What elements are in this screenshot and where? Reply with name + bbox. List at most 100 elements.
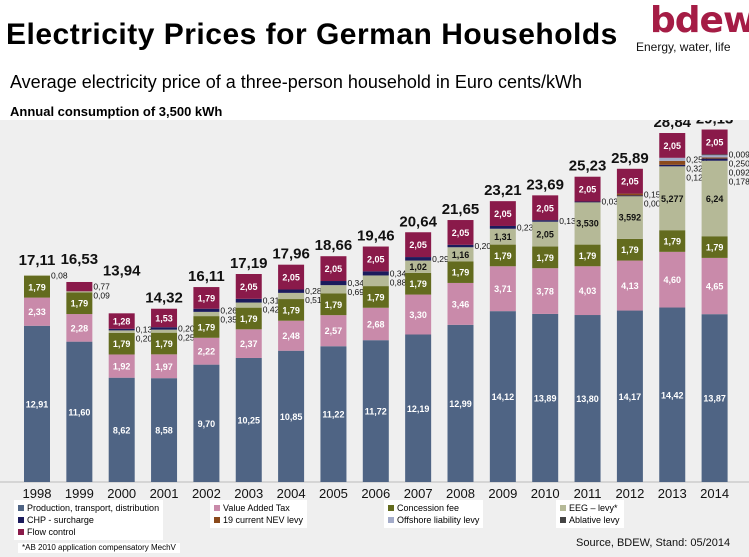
bar-segment	[616, 310, 643, 482]
bar-segment	[532, 195, 559, 221]
data-label: 12,99	[449, 399, 472, 409]
bar-segment	[320, 285, 347, 294]
data-label: 4,65	[706, 282, 724, 292]
bar-segment	[574, 201, 601, 245]
data-label: 1,92	[113, 362, 131, 372]
bar-segment	[405, 334, 432, 482]
side-data-label: 0,002	[644, 199, 666, 209]
bar-segment	[362, 307, 389, 341]
bar-segment	[659, 251, 686, 308]
legend-item: CHP - surcharge	[18, 514, 159, 526]
data-label: 2,68	[367, 319, 385, 329]
data-label: 2,05	[663, 141, 681, 151]
data-label: 1,79	[409, 279, 427, 289]
data-label: 12,91	[26, 399, 49, 409]
x-tick-label: 2008	[446, 486, 475, 501]
bar-segment	[362, 275, 389, 287]
side-data-label: 0,03	[602, 197, 619, 207]
data-label: 14,17	[619, 392, 642, 402]
data-label: 10,25	[237, 415, 260, 425]
data-label: 1,79	[536, 253, 554, 263]
bar-segment	[320, 281, 347, 286]
data-label: 1,79	[198, 322, 216, 332]
data-label: 1,79	[198, 293, 216, 303]
tagline: Energy, water, life	[636, 40, 731, 54]
plot-area: 12,91 2,33 1,79 0,08 17,11 1998 11,60 2,28 1,79 0…	[0, 120, 749, 557]
data-label: 2,05	[536, 230, 554, 240]
side-data-label: 0,51	[305, 295, 322, 305]
bar-segment	[193, 364, 220, 482]
bar-segment	[278, 264, 305, 290]
legend-label: Concession fee	[397, 503, 460, 513]
side-data-label: 0,31	[263, 296, 280, 306]
bar-segment	[362, 271, 389, 276]
data-label: 3,30	[409, 310, 427, 320]
bar-segment	[659, 157, 686, 161]
bar-segment	[108, 330, 135, 333]
data-label: 3,78	[536, 287, 554, 297]
data-label: 2,05	[325, 264, 343, 274]
bar-segment	[151, 327, 178, 330]
side-data-label: 0,88	[390, 277, 407, 287]
data-label: 9,70	[198, 419, 216, 429]
bar-segment	[489, 225, 516, 229]
bar-segment	[151, 332, 178, 355]
bar-segment	[616, 168, 643, 194]
bar-segment	[447, 261, 474, 283]
x-tick-label: 2013	[658, 486, 687, 501]
bar-segment	[66, 341, 93, 482]
bar-segment	[24, 297, 50, 326]
x-tick-label: 2005	[319, 486, 348, 501]
bar-segment	[489, 266, 516, 312]
data-label: 2,33	[28, 307, 46, 317]
data-label: 2,05	[706, 137, 724, 147]
bar-segment	[574, 176, 601, 202]
bar-segment	[151, 378, 178, 482]
data-label: 1,79	[706, 243, 724, 253]
data-label: 10,85	[280, 412, 303, 422]
bar-segment	[193, 316, 220, 338]
chart-subsubtitle: Annual consumption of 3,500 kWh	[10, 104, 223, 119]
side-data-label: 0,009	[729, 149, 749, 159]
x-tick-label: 2011	[574, 486, 602, 501]
data-label: 8,62	[113, 425, 131, 435]
legend-swatch	[214, 505, 220, 511]
legend-label: 19 current NEV levy	[223, 515, 304, 525]
bar-segment	[616, 238, 643, 261]
bar-segment	[405, 257, 432, 261]
total-label: 28,84	[653, 120, 691, 131]
total-label: 25,89	[611, 150, 649, 167]
bar-segment	[235, 357, 262, 482]
total-label: 18,66	[315, 237, 353, 254]
bar-segment	[24, 274, 50, 276]
side-data-label: 0,69	[347, 287, 364, 297]
data-label: 1,28	[113, 317, 131, 327]
bar-segment	[405, 232, 432, 258]
data-label: 6,24	[706, 194, 724, 204]
legend-swatch	[18, 505, 24, 511]
x-tick-label: 2000	[107, 486, 136, 501]
bar-segment	[701, 154, 728, 158]
bar-segment	[235, 329, 262, 358]
side-data-label: 0,25	[178, 332, 195, 342]
bar-segment	[532, 246, 559, 269]
data-label: 13,89	[534, 393, 557, 403]
bar-segment	[659, 164, 686, 167]
data-label: 4,60	[663, 275, 681, 285]
x-tick-label: 2010	[531, 486, 560, 501]
data-label: 1,97	[155, 362, 173, 372]
side-data-label: 0,13	[559, 216, 576, 226]
bar-segment	[235, 307, 262, 330]
x-tick-label: 2003	[234, 486, 263, 501]
total-label: 29,13	[696, 120, 734, 128]
data-label: 1,79	[452, 268, 470, 278]
x-tick-label: 2001	[150, 486, 179, 501]
legend-swatch	[18, 529, 24, 535]
data-label: 1,79	[663, 237, 681, 247]
data-label: 1,79	[282, 305, 300, 315]
bar-segment	[278, 350, 305, 482]
page-title: Electricity Prices for German Households	[6, 18, 618, 51]
bar-segment	[405, 294, 432, 335]
data-label: 1,53	[155, 313, 173, 323]
data-label: 1,79	[240, 314, 258, 324]
